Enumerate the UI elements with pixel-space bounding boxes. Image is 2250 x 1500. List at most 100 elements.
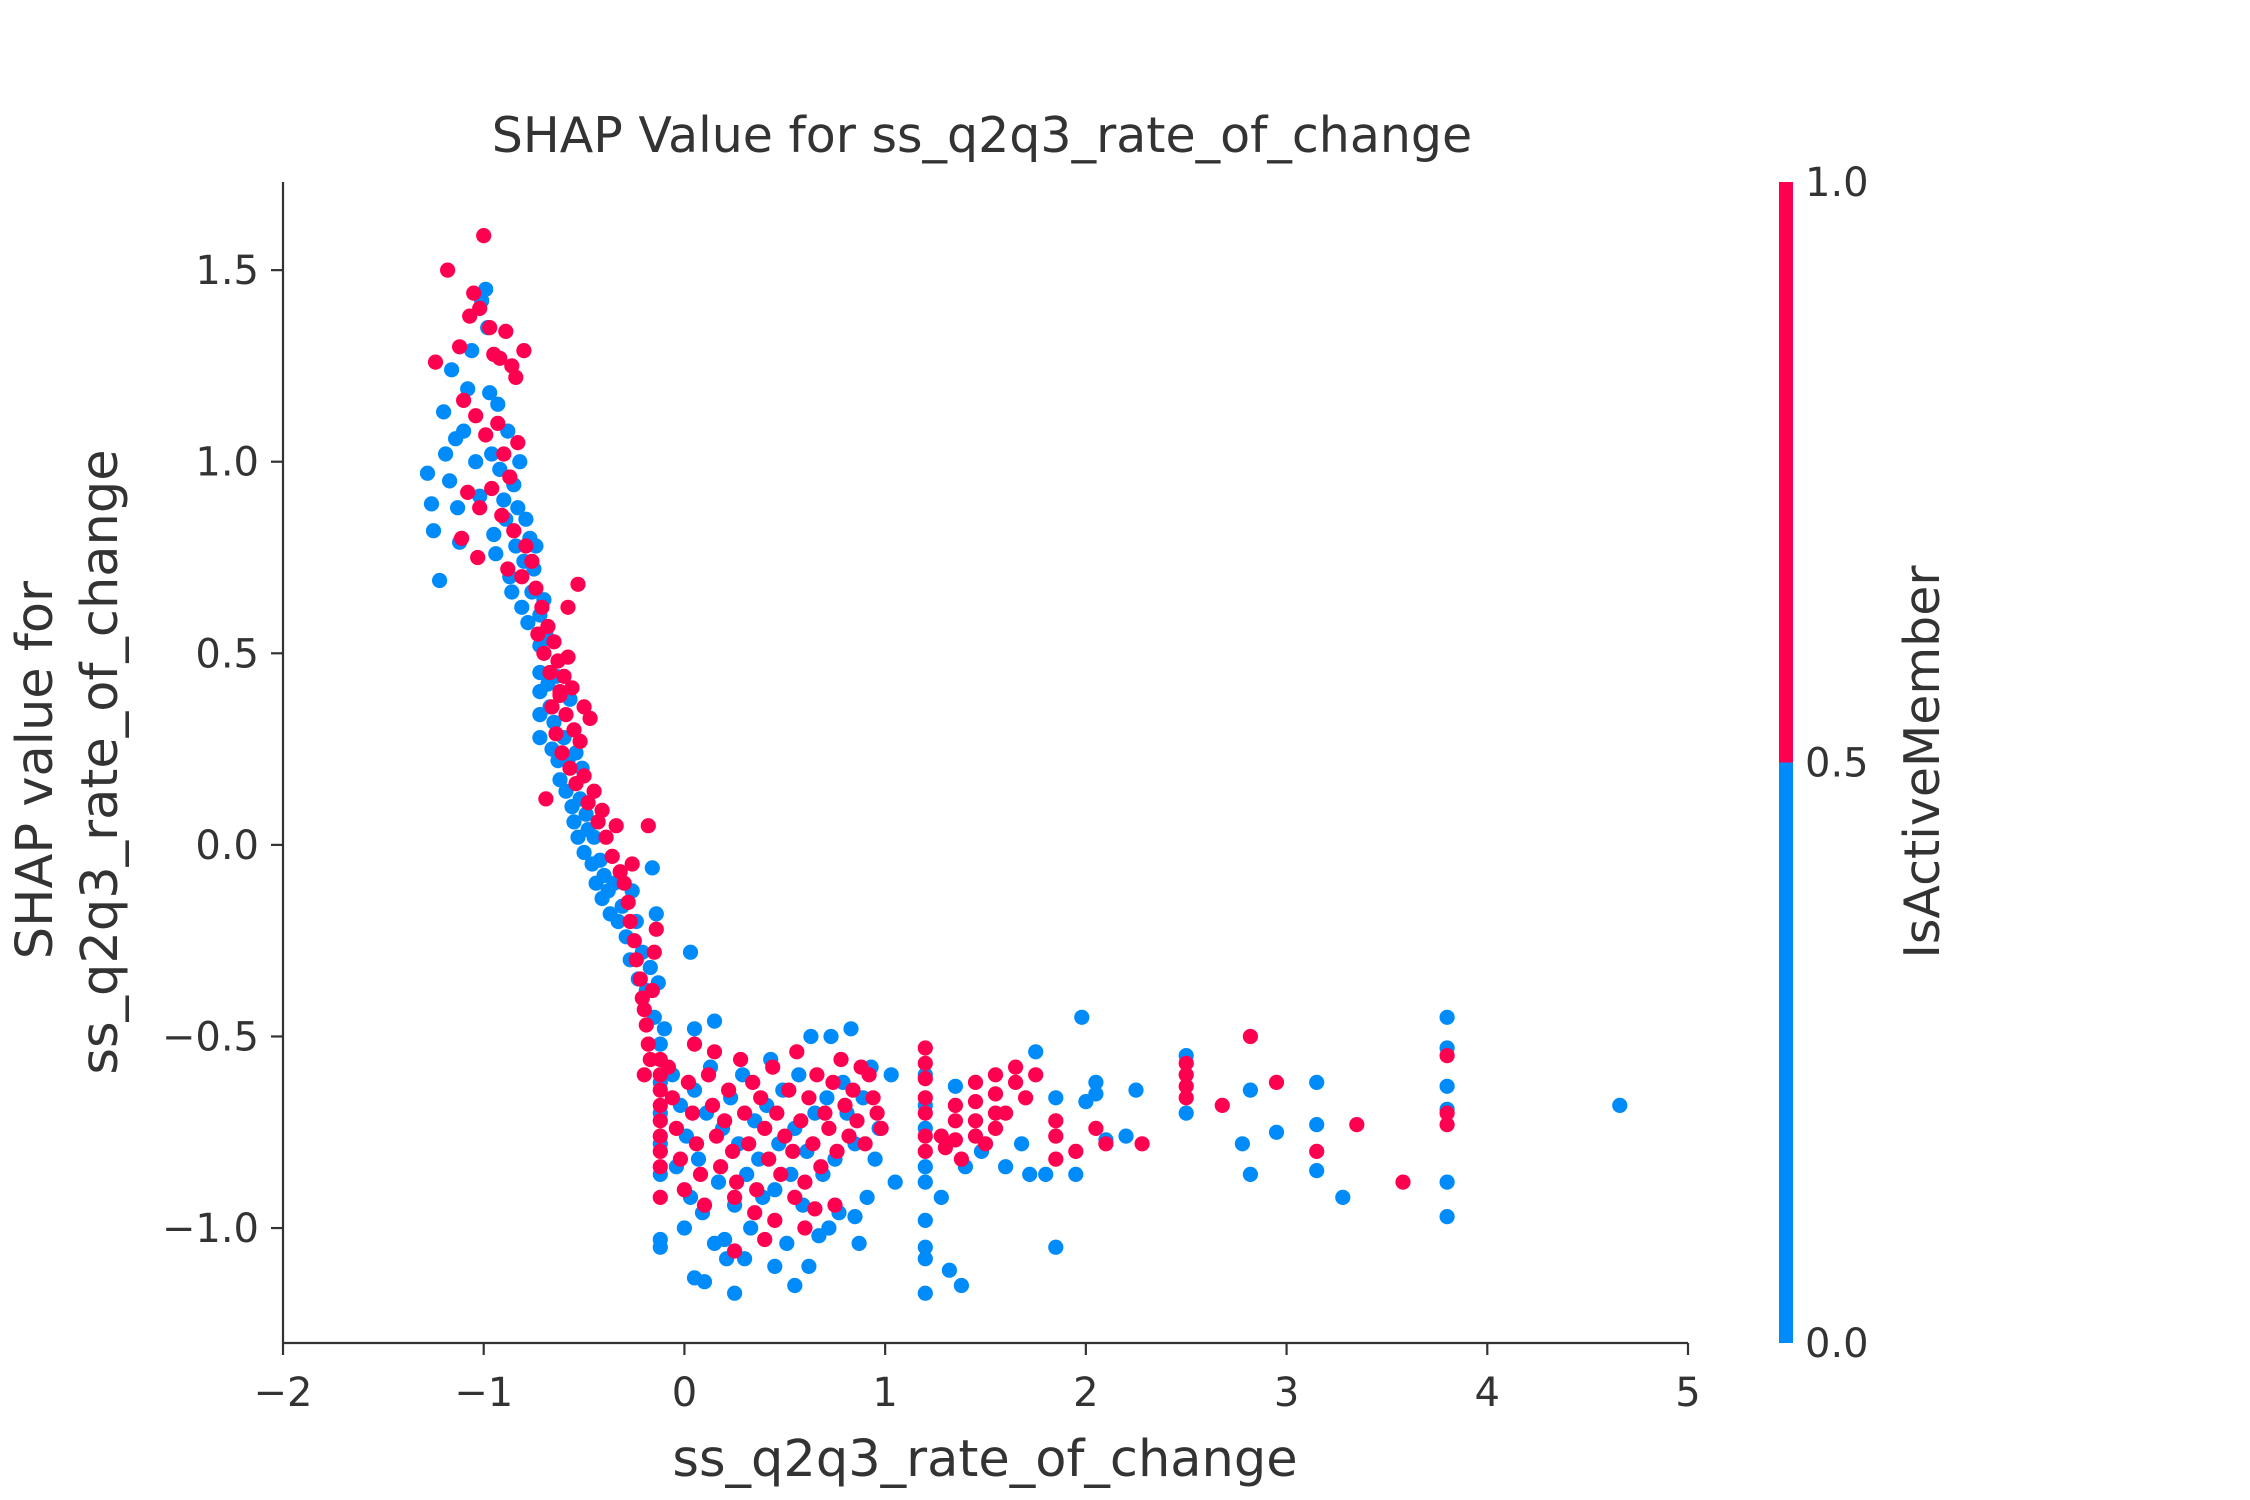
data-point bbox=[620, 894, 636, 911]
scatter-points bbox=[419, 228, 1628, 1301]
data-point bbox=[456, 392, 472, 408]
data-point bbox=[1088, 1086, 1104, 1102]
data-point bbox=[686, 1036, 703, 1052]
data-point bbox=[436, 404, 452, 420]
data-point bbox=[490, 396, 506, 412]
data-point bbox=[777, 1128, 793, 1144]
data-point bbox=[546, 634, 562, 650]
data-point bbox=[554, 745, 570, 761]
data-point bbox=[490, 415, 506, 431]
data-point bbox=[544, 699, 560, 715]
data-point bbox=[696, 1274, 713, 1290]
x-tick-label: 2 bbox=[1073, 1370, 1098, 1416]
data-point bbox=[865, 1090, 881, 1106]
data-point bbox=[1242, 1082, 1258, 1098]
data-point bbox=[807, 1201, 823, 1217]
data-point bbox=[917, 1090, 933, 1106]
data-point bbox=[502, 469, 518, 485]
data-point bbox=[466, 285, 482, 301]
data-point bbox=[478, 427, 494, 443]
data-point bbox=[706, 1013, 723, 1029]
data-point bbox=[821, 1120, 837, 1136]
data-point bbox=[729, 1174, 745, 1190]
x-tick-label: −1 bbox=[454, 1370, 513, 1416]
data-point bbox=[692, 1166, 709, 1182]
data-point bbox=[805, 1136, 821, 1152]
data-point bbox=[470, 549, 486, 566]
data-point bbox=[478, 281, 494, 297]
x-tick-label: 0 bbox=[672, 1370, 697, 1416]
data-point bbox=[484, 446, 500, 462]
x-axis-label: ss_q2q3_rate_of_change bbox=[672, 1430, 1297, 1489]
colorbar-high-segment bbox=[1779, 182, 1793, 763]
data-point bbox=[1048, 1151, 1064, 1167]
data-point bbox=[578, 806, 594, 822]
data-point bbox=[500, 561, 516, 577]
data-point bbox=[652, 1097, 668, 1113]
data-point bbox=[917, 1239, 933, 1255]
data-point bbox=[733, 1051, 749, 1068]
data-point bbox=[745, 1074, 761, 1090]
data-point bbox=[520, 615, 536, 631]
data-point bbox=[468, 408, 484, 424]
data-point bbox=[823, 1028, 839, 1045]
data-point bbox=[789, 1044, 805, 1060]
y-tick-label: 1.5 bbox=[195, 248, 259, 294]
data-point bbox=[825, 1074, 841, 1090]
data-point bbox=[861, 1067, 877, 1083]
data-point bbox=[562, 760, 578, 776]
data-point bbox=[847, 1209, 863, 1225]
data-point bbox=[568, 745, 584, 761]
y-tick-label: 0.5 bbox=[195, 631, 259, 677]
data-point bbox=[767, 1212, 783, 1228]
data-point bbox=[564, 680, 580, 696]
y-tick-label: −0.5 bbox=[162, 1014, 259, 1060]
data-point bbox=[664, 1090, 681, 1106]
data-point bbox=[454, 530, 470, 546]
data-point bbox=[472, 488, 488, 504]
data-point bbox=[717, 1113, 733, 1129]
data-point bbox=[917, 1055, 933, 1071]
y-ticks: −1.0 −0.5 0.0 0.5 1.0 1.5 bbox=[162, 248, 283, 1252]
data-point bbox=[1439, 1174, 1455, 1190]
colorbar-low-segment bbox=[1779, 762, 1793, 1343]
data-point bbox=[682, 944, 699, 960]
data-point bbox=[636, 1067, 652, 1083]
data-point bbox=[612, 864, 628, 880]
data-point bbox=[482, 385, 498, 401]
data-point bbox=[859, 1189, 875, 1205]
data-point bbox=[552, 684, 568, 700]
data-point bbox=[460, 381, 476, 397]
data-point bbox=[704, 1097, 721, 1113]
x-tick-label: 3 bbox=[1274, 1370, 1299, 1416]
data-point bbox=[576, 699, 592, 715]
data-point bbox=[444, 362, 460, 378]
data-point bbox=[576, 844, 592, 861]
data-point bbox=[813, 1159, 829, 1175]
data-point bbox=[504, 584, 520, 600]
y-axis-label-line-2: ss_q2q3_rate_of_change bbox=[71, 449, 130, 1074]
data-point bbox=[717, 1231, 733, 1248]
data-point bbox=[552, 772, 568, 788]
data-point bbox=[1008, 1059, 1024, 1075]
data-point bbox=[652, 1082, 668, 1098]
data-point bbox=[947, 1078, 964, 1094]
data-point bbox=[1068, 1143, 1084, 1159]
chart-title: SHAP Value for ss_q2q3_rate_of_change bbox=[492, 107, 1472, 164]
data-point bbox=[833, 1051, 849, 1068]
data-point bbox=[767, 1182, 783, 1198]
data-point bbox=[779, 1235, 795, 1251]
data-point bbox=[472, 300, 488, 316]
data-point bbox=[917, 1105, 933, 1121]
data-point bbox=[743, 1220, 759, 1236]
data-point bbox=[528, 580, 544, 596]
data-point bbox=[536, 645, 552, 661]
data-point bbox=[598, 829, 614, 845]
data-point bbox=[1028, 1044, 1044, 1060]
data-point bbox=[604, 848, 620, 865]
data-point bbox=[987, 1086, 1004, 1102]
data-point bbox=[721, 1082, 737, 1098]
data-point bbox=[1439, 1078, 1455, 1094]
y-axis-label: SHAP value for ss_q2q3_rate_of_change bbox=[6, 449, 130, 1074]
data-point bbox=[917, 1159, 933, 1175]
